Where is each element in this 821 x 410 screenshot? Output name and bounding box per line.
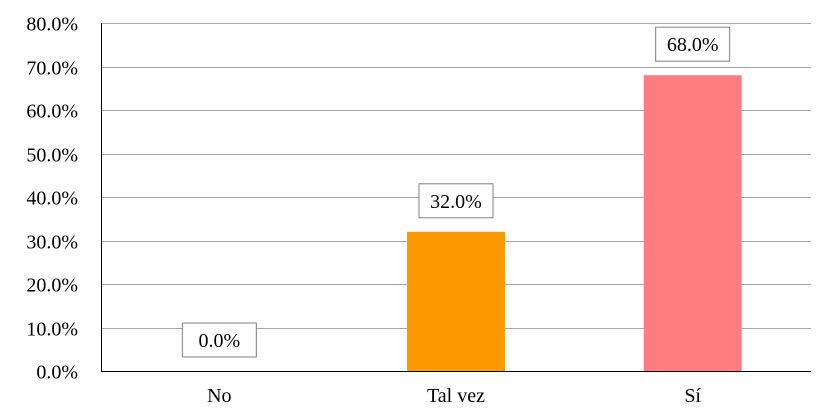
axes — [101, 23, 811, 372]
x-category-label: No — [207, 385, 231, 407]
y-tick-label: 10.0% — [26, 319, 78, 341]
bars — [407, 75, 742, 371]
data-labels: 0.0% 32.0% 68.0% — [181, 26, 731, 358]
y-tick-label: 80.0% — [26, 14, 78, 36]
data-label-box — [655, 26, 731, 62]
y-tick-label: 30.0% — [26, 232, 78, 254]
y-axis-ticks: 0.0% 10.0% 20.0% 30.0% 40.0% 50.0% 60.0% 70.0% 8… — [26, 14, 78, 384]
y-tick-label: 70.0% — [26, 58, 78, 80]
y-tick-label: 20.0% — [26, 275, 78, 297]
data-label: 32.0% — [430, 191, 482, 213]
bar — [643, 75, 742, 371]
y-tick-label: 50.0% — [26, 145, 78, 167]
y-tick-label: 0.0% — [36, 362, 78, 384]
y-tick-label: 40.0% — [26, 188, 78, 210]
data-label: 0.0% — [198, 330, 240, 352]
data-label-box — [181, 322, 257, 358]
y-tick-label: 60.0% — [26, 101, 78, 123]
data-label-box — [418, 183, 494, 219]
x-category-label: Sí — [684, 385, 701, 407]
data-label: 68.0% — [667, 34, 719, 56]
x-category-label: Tal vez — [427, 385, 485, 407]
x-axis-categories: No Tal vez Sí — [207, 385, 701, 407]
bar — [407, 231, 505, 371]
